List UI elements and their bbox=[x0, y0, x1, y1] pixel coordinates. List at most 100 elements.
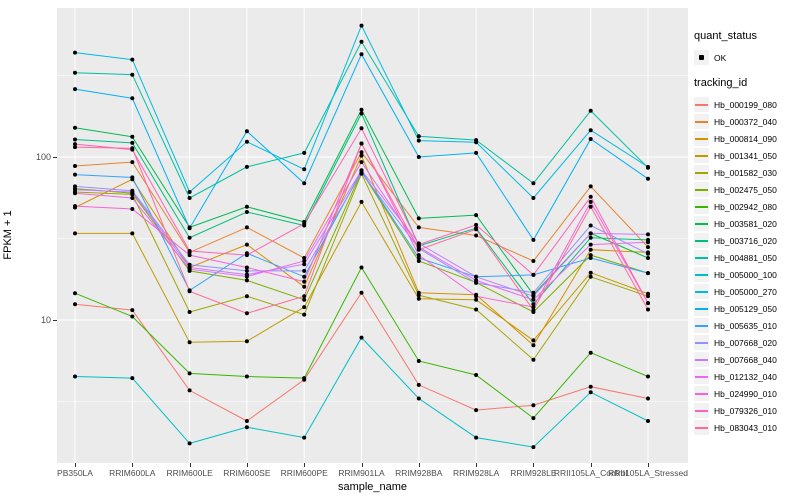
data-point bbox=[646, 164, 650, 169]
data-point bbox=[531, 272, 536, 277]
x-tick-label-RRIM600LE: RRIM600LE bbox=[166, 468, 213, 478]
legend-key-box bbox=[694, 301, 709, 316]
legend-line-icon bbox=[695, 189, 708, 191]
legend-key-box bbox=[694, 369, 709, 384]
legend-label: Hb_007668_040 bbox=[714, 354, 777, 365]
x-tick-mark bbox=[75, 463, 76, 467]
data-point bbox=[187, 196, 192, 200]
ok-key-box bbox=[694, 50, 709, 65]
y-tick-mark bbox=[53, 156, 57, 158]
data-point bbox=[359, 111, 364, 116]
data-point bbox=[359, 23, 364, 28]
data-point bbox=[646, 374, 650, 379]
legend-label: Hb_001341_050 bbox=[714, 150, 777, 161]
x-tick-mark bbox=[132, 463, 134, 467]
data-point bbox=[302, 167, 307, 172]
data-point bbox=[474, 294, 479, 299]
data-point bbox=[130, 134, 135, 139]
point-marker-icon bbox=[699, 55, 704, 60]
data-point bbox=[187, 441, 192, 446]
data-point bbox=[359, 265, 364, 270]
data-point bbox=[302, 221, 307, 226]
legend-key-box bbox=[694, 165, 709, 180]
data-point bbox=[302, 268, 307, 273]
y-tick-label: 100 bbox=[35, 152, 51, 162]
data-point bbox=[187, 253, 192, 258]
data-point bbox=[73, 145, 77, 150]
data-point bbox=[73, 191, 77, 196]
data-point bbox=[73, 125, 77, 130]
legend-line-icon bbox=[695, 359, 708, 361]
data-point bbox=[359, 141, 364, 146]
legend-label: Hb_003581_020 bbox=[714, 218, 777, 229]
data-point bbox=[531, 338, 536, 343]
data-point bbox=[302, 256, 307, 260]
data-point bbox=[130, 57, 135, 62]
data-point bbox=[474, 150, 479, 155]
data-point bbox=[588, 256, 593, 260]
data-point bbox=[588, 350, 593, 355]
data-point bbox=[531, 445, 536, 450]
data-point bbox=[130, 140, 135, 145]
data-point bbox=[646, 251, 650, 256]
legend-key-box bbox=[694, 131, 709, 146]
data-point bbox=[130, 207, 135, 211]
plot-canvas bbox=[57, 8, 688, 463]
data-point bbox=[359, 153, 364, 158]
data-point bbox=[588, 247, 593, 252]
plot-panel bbox=[57, 8, 688, 463]
data-point bbox=[416, 296, 421, 301]
legend-label: Hb_000372_040 bbox=[714, 116, 777, 127]
y-tick-mark bbox=[53, 319, 57, 321]
data-point bbox=[187, 249, 192, 253]
data-point bbox=[187, 340, 192, 345]
legend-key-box bbox=[694, 267, 709, 282]
data-point bbox=[646, 271, 650, 276]
data-point bbox=[187, 388, 192, 393]
legend-spacer bbox=[693, 66, 799, 77]
legend-line-icon bbox=[695, 427, 708, 429]
x-tick-mark bbox=[418, 463, 420, 467]
legend-key-box bbox=[694, 352, 709, 367]
x-tick-label-RRIM928LE: RRIM928LE bbox=[510, 468, 557, 478]
data-point bbox=[73, 164, 77, 168]
data-point bbox=[73, 374, 77, 379]
data-point bbox=[531, 297, 536, 302]
data-point bbox=[130, 72, 135, 77]
legend-entry-Hb_007668_040: Hb_007668_040 bbox=[693, 351, 799, 368]
data-point bbox=[474, 435, 479, 440]
data-point bbox=[474, 373, 479, 377]
data-point bbox=[646, 240, 650, 245]
data-point bbox=[588, 199, 593, 204]
legend-label: Hb_002475_050 bbox=[714, 184, 777, 195]
data-point bbox=[187, 267, 192, 272]
x-tick-label-RRIM600SE: RRIM600SE bbox=[223, 468, 271, 478]
data-point bbox=[302, 181, 307, 186]
legend-entries: Hb_000199_080 Hb_000372_040 Hb_000814_090 H… bbox=[693, 96, 799, 436]
data-point bbox=[474, 274, 479, 279]
legend-line-icon bbox=[695, 121, 708, 123]
data-point bbox=[416, 396, 421, 401]
legend-label: Hb_005000_100 bbox=[714, 269, 777, 280]
legend-label: Hb_007668_020 bbox=[714, 337, 777, 348]
data-point bbox=[187, 190, 192, 194]
data-point bbox=[416, 259, 421, 263]
legend-label: Hb_002942_080 bbox=[714, 201, 777, 212]
data-point bbox=[416, 225, 421, 230]
legend-label: Hb_001582_030 bbox=[714, 167, 777, 178]
data-point bbox=[73, 87, 77, 92]
data-point bbox=[130, 96, 135, 101]
data-point bbox=[531, 416, 536, 421]
x-tick-label-RRIM600PE: RRIM600PE bbox=[280, 468, 328, 478]
data-point bbox=[244, 268, 249, 273]
legend-line-icon bbox=[695, 172, 708, 174]
legend-label: Hb_004881_050 bbox=[714, 252, 777, 263]
data-point bbox=[416, 293, 421, 298]
data-point bbox=[531, 403, 536, 408]
y-tick-label: 10 bbox=[40, 315, 51, 325]
legend-entry-Hb_002942_080: Hb_002942_080 bbox=[693, 198, 799, 215]
legend-key-box bbox=[694, 284, 709, 299]
data-point bbox=[302, 279, 307, 284]
data-point bbox=[531, 181, 536, 186]
data-point bbox=[588, 253, 593, 258]
